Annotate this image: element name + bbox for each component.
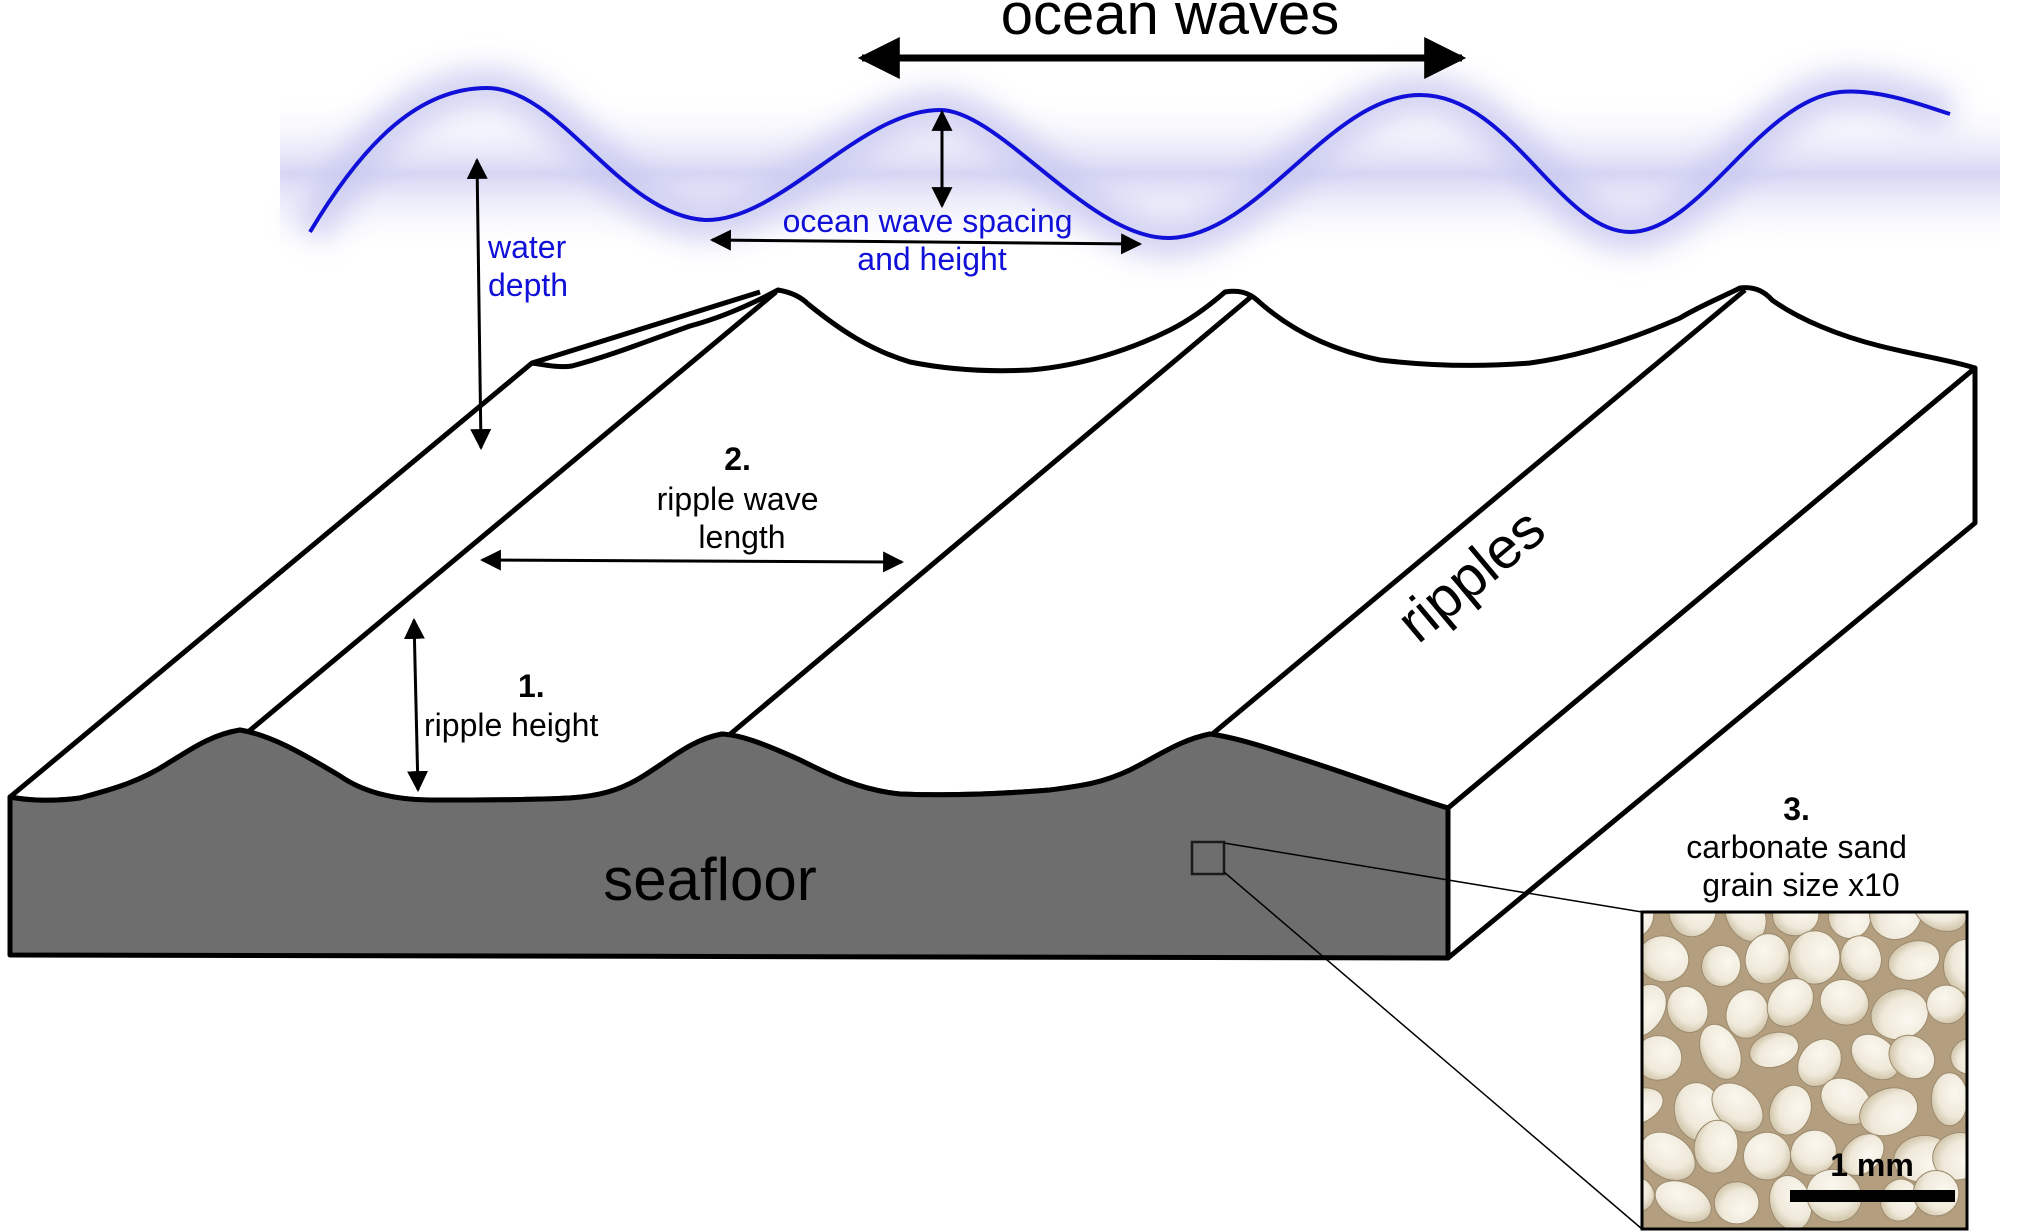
sand-grains	[1642, 912, 1967, 1229]
sand-grain	[1693, 1119, 1739, 1174]
ripple-height-label: 1. ripple height	[424, 668, 598, 743]
water-depth-label: water depth	[487, 229, 575, 303]
sand-grain	[1839, 1133, 1885, 1176]
ripple-wave-length-arrow	[479, 549, 905, 573]
sand-grain	[1744, 933, 1790, 985]
sand-grain	[1725, 989, 1770, 1039]
ripple-crest-lines	[246, 288, 1747, 738]
zoom-line-top	[1223, 842, 1643, 913]
ripple-height-arrow	[403, 617, 429, 793]
sand-grain	[1930, 1072, 1967, 1127]
sand-grain	[1642, 935, 1690, 983]
scale-bar-label: 1 mm	[1830, 1147, 1914, 1183]
title: ocean waves	[1001, 0, 1340, 47]
sand-grain	[1797, 1038, 1842, 1087]
sand-grain	[1869, 912, 1922, 941]
sand-grain	[1819, 979, 1870, 1026]
sand-grain	[1749, 1031, 1799, 1069]
ripple-wave-length-label: 2. ripple wave length	[657, 441, 828, 555]
sand-grain	[1788, 930, 1841, 985]
seafloor-label: seafloor	[603, 846, 816, 913]
ocean-wave-line	[308, 85, 1951, 241]
ocean-wave-spacing-arrow	[709, 229, 1143, 255]
water-depth-arrow	[466, 157, 492, 451]
sand-grain	[1840, 935, 1882, 982]
ocean-wave-spacing-label: ocean wave spacing and height	[783, 203, 1082, 277]
sand-grain	[1654, 1180, 1712, 1224]
sand-grain	[1666, 985, 1709, 1034]
sand-grain	[1699, 1023, 1742, 1080]
scale-bar	[1790, 1190, 1955, 1202]
sand-grain	[1642, 1087, 1664, 1127]
sand-grain-photo	[1642, 912, 1967, 1229]
sand-grain	[1912, 912, 1967, 932]
sand-grain	[1888, 1034, 1936, 1080]
sand-grain	[1859, 1087, 1919, 1137]
sand-grain	[1642, 1175, 1655, 1213]
zoom-line-bottom	[1223, 871, 1643, 1230]
grain-size-label: 3. carbonate sand grain size x10	[1686, 791, 1916, 903]
seafloor-front-face	[7, 727, 1451, 961]
sand-photo-frame	[1640, 910, 1969, 1231]
sand-grain	[1887, 940, 1941, 981]
sand-grain	[1766, 978, 1814, 1027]
sand-grain	[1642, 1131, 1696, 1181]
sand-grain	[1768, 1084, 1812, 1136]
sample-square	[1190, 840, 1226, 876]
sand-grain	[1713, 1181, 1760, 1225]
sand-grain	[1850, 1033, 1900, 1081]
sand-grain	[1642, 1035, 1683, 1081]
sand-grain	[1701, 944, 1742, 988]
